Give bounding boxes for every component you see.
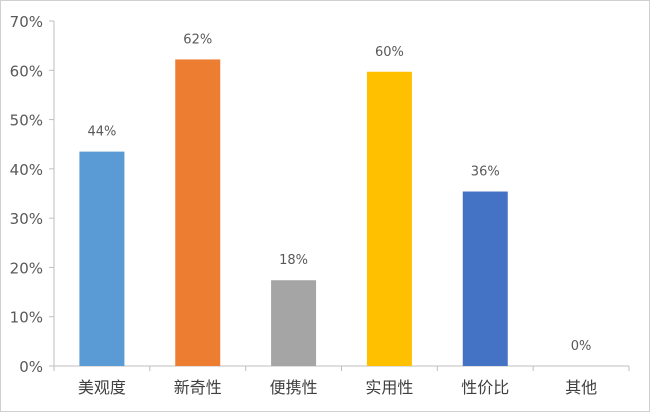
data-label: 36% bbox=[471, 165, 500, 180]
x-tick-label: 便携性 bbox=[270, 378, 318, 397]
data-label: 62% bbox=[183, 32, 212, 47]
y-tick-label: 50% bbox=[10, 112, 43, 130]
y-tick-label: 20% bbox=[10, 259, 43, 277]
y-tick-label: 30% bbox=[10, 210, 43, 228]
y-tick-label: 60% bbox=[10, 62, 43, 80]
x-tick-label: 美观度 bbox=[78, 378, 126, 397]
data-label: 0% bbox=[571, 339, 592, 354]
x-tick-label: 性价比 bbox=[461, 378, 509, 397]
y-tick-label: 10% bbox=[10, 309, 43, 327]
bar-2 bbox=[271, 280, 317, 366]
data-label: 18% bbox=[279, 253, 308, 268]
y-tick-label: 70% bbox=[10, 13, 43, 31]
x-tick-label: 新奇性 bbox=[174, 378, 222, 397]
y-tick-label: 0% bbox=[19, 358, 43, 376]
data-label: 60% bbox=[375, 45, 404, 60]
x-tick-label: 其他 bbox=[565, 378, 597, 397]
x-tick-label: 实用性 bbox=[365, 378, 413, 397]
bar-1 bbox=[175, 59, 221, 366]
bar-4 bbox=[462, 191, 508, 366]
data-label: 44% bbox=[87, 125, 116, 140]
bar-0 bbox=[79, 151, 125, 366]
bar-3 bbox=[366, 71, 412, 366]
y-tick-label: 40% bbox=[10, 161, 43, 179]
